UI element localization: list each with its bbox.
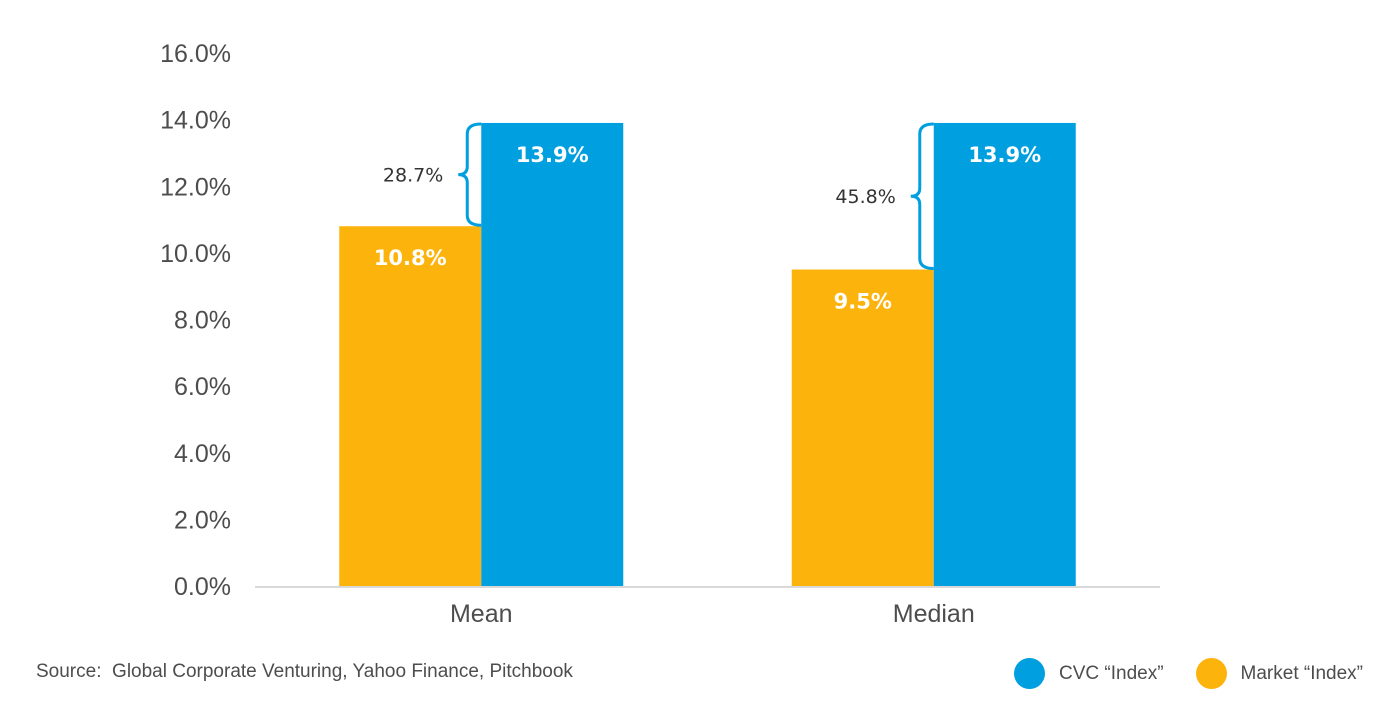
legend-item-cvc: CVC “Index” [1014,658,1164,689]
y-tick-label: 6.0% [174,373,231,401]
y-tick-label: 10.0% [160,240,231,268]
legend-swatch-cvc [1014,658,1045,689]
legend-label-market: Market “Index” [1240,662,1364,684]
data-label: 13.9% [968,143,1041,167]
y-tick-label: 0.0% [174,573,231,601]
difference-brackets: 28.7% 45.8% [383,122,934,271]
y-tick-label: 16.0% [160,40,231,68]
market-bar-median [791,269,934,586]
category-labels: Mean Median [450,600,975,628]
data-label: 10.8% [374,246,447,270]
y-tick-label: 8.0% [174,307,231,335]
market-bar-mean [339,226,482,586]
legend-swatch-market [1195,658,1227,689]
y-axis-ticks: 0.0% 2.0% 4.0% 6.0% 8.0% 10.0% 12.0% 14.0% 16.0% [160,40,231,601]
difference-bracket [458,122,482,227]
difference-label: 45.8% [835,186,895,208]
bars [339,122,1076,587]
y-tick-label: 12.0% [160,173,231,201]
data-labels: 10.8% 13.9% 9.5% 13.9% [374,143,1041,314]
legend-label-cvc: CVC “Index” [1059,662,1164,684]
data-label: 13.9% [516,143,589,167]
difference-label: 28.7% [383,165,443,187]
legend-item-market: Market “Index” [1195,658,1364,689]
y-tick-label: 14.0% [160,107,231,135]
y-tick-label: 4.0% [174,440,231,468]
cvc-bar-mean [481,122,624,587]
y-tick-label: 2.0% [174,506,231,534]
category-label-mean: Mean [450,600,513,628]
legend: CVC “Index” Market “Index” [1014,658,1363,689]
data-label: 9.5% [834,290,892,314]
difference-bracket [910,122,934,271]
category-label-median: Median [893,600,975,628]
cvc-bar-median [933,122,1076,587]
source-note: Source: Global Corporate Venturing, Yaho… [36,661,573,682]
